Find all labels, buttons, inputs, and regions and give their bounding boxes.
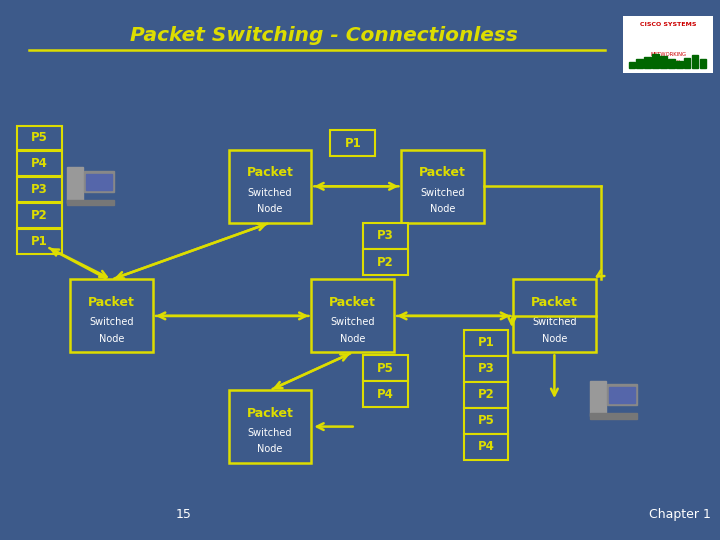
Text: P4: P4 (377, 388, 394, 401)
Text: Node: Node (430, 204, 456, 214)
FancyBboxPatch shape (402, 150, 484, 222)
Bar (684, 58, 690, 68)
Bar (609, 387, 635, 403)
FancyBboxPatch shape (17, 151, 62, 176)
Text: P3: P3 (477, 362, 495, 375)
Bar (676, 62, 683, 68)
Bar (67, 167, 83, 202)
Text: Packet: Packet (246, 166, 294, 179)
Text: P3: P3 (31, 183, 48, 196)
Text: Packet: Packet (531, 296, 578, 309)
Bar (668, 59, 675, 68)
Text: Node: Node (257, 444, 283, 454)
FancyBboxPatch shape (464, 356, 508, 382)
Text: ACADEMY: ACADEMY (655, 60, 681, 65)
Text: Switched: Switched (248, 188, 292, 198)
FancyBboxPatch shape (363, 355, 408, 381)
Text: P3: P3 (377, 230, 394, 242)
FancyBboxPatch shape (363, 223, 408, 249)
FancyBboxPatch shape (623, 16, 713, 73)
Text: Packet: Packet (88, 296, 135, 309)
FancyBboxPatch shape (311, 280, 395, 353)
Text: CISCO SYSTEMS: CISCO SYSTEMS (640, 22, 696, 27)
Text: P2: P2 (31, 209, 48, 222)
Text: Packet Switching - Connectionless: Packet Switching - Connectionless (130, 25, 518, 45)
FancyBboxPatch shape (17, 229, 62, 254)
Bar (590, 381, 606, 416)
FancyBboxPatch shape (229, 150, 311, 222)
FancyBboxPatch shape (363, 381, 408, 407)
FancyBboxPatch shape (464, 330, 508, 356)
Text: Switched: Switched (89, 318, 134, 327)
Bar (84, 171, 114, 192)
Text: P2: P2 (377, 256, 394, 269)
Bar (590, 413, 637, 418)
Text: Switched: Switched (330, 318, 375, 327)
FancyBboxPatch shape (464, 382, 508, 408)
Text: Node: Node (541, 334, 567, 343)
Bar (652, 54, 659, 68)
Text: Packet: Packet (246, 407, 294, 420)
FancyBboxPatch shape (330, 130, 375, 156)
Text: Packet: Packet (419, 166, 467, 179)
FancyBboxPatch shape (229, 390, 311, 463)
FancyBboxPatch shape (17, 125, 62, 150)
Text: P4: P4 (31, 157, 48, 170)
Text: Node: Node (257, 204, 283, 214)
Text: P5: P5 (31, 131, 48, 144)
Text: P1: P1 (477, 336, 495, 349)
Text: Packet: Packet (329, 296, 377, 309)
Text: P1: P1 (344, 137, 361, 150)
Bar (636, 59, 643, 68)
Text: Node: Node (340, 334, 366, 343)
Bar (607, 384, 637, 405)
Text: Chapter 1: Chapter 1 (649, 508, 711, 521)
Bar (660, 56, 667, 68)
Text: Switched: Switched (532, 318, 577, 327)
Text: Switched: Switched (420, 188, 465, 198)
FancyBboxPatch shape (17, 177, 62, 201)
FancyBboxPatch shape (363, 249, 408, 275)
Text: P1: P1 (31, 235, 48, 248)
Text: P4: P4 (477, 440, 495, 453)
Text: P2: P2 (477, 388, 495, 401)
FancyBboxPatch shape (17, 203, 62, 228)
FancyBboxPatch shape (464, 434, 508, 460)
Text: P5: P5 (477, 414, 495, 427)
FancyBboxPatch shape (71, 280, 153, 353)
Bar (86, 174, 112, 190)
Bar (67, 200, 114, 205)
FancyBboxPatch shape (464, 408, 508, 434)
Text: Node: Node (99, 334, 125, 343)
Text: Switched: Switched (248, 428, 292, 438)
Bar (629, 62, 635, 68)
Bar (700, 59, 706, 68)
Text: P5: P5 (377, 362, 394, 375)
Bar (692, 56, 698, 68)
FancyBboxPatch shape (513, 280, 596, 353)
Bar (644, 57, 651, 68)
Text: 15: 15 (176, 508, 192, 521)
Text: NETWORKING: NETWORKING (650, 51, 686, 57)
